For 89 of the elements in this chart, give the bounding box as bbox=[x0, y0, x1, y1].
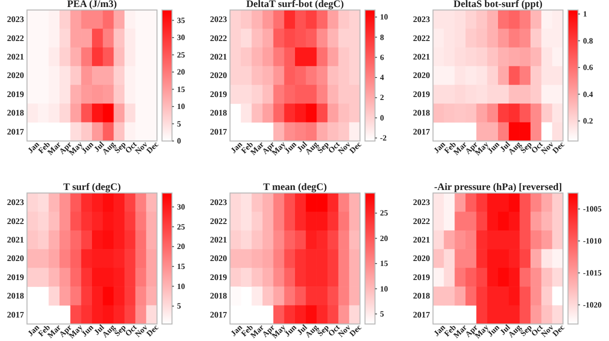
chart-title: T surf (degC) bbox=[63, 182, 121, 193]
color-bar-label: 10 bbox=[177, 102, 185, 112]
color-bar-label: 20 bbox=[380, 234, 388, 243]
color-bar-label: -1020 bbox=[583, 300, 602, 310]
color-bar-label: 15 bbox=[380, 259, 388, 268]
y-tick-label: 2022 bbox=[210, 216, 227, 226]
color-bar-label: 2 bbox=[380, 93, 384, 102]
color-bar-label: 30 bbox=[177, 202, 185, 212]
color-bar-label: -1005 bbox=[583, 204, 602, 214]
color-bar-label: 6 bbox=[380, 52, 384, 62]
color-bar-label: 5 bbox=[177, 119, 181, 128]
y-tick-label: 2023 bbox=[7, 197, 24, 208]
y-tick-label: 2019 bbox=[413, 88, 430, 99]
y-tick-label: 2017 bbox=[7, 309, 25, 320]
color-bar-label: -1010 bbox=[583, 236, 602, 246]
y-tick-label: 2018 bbox=[7, 290, 24, 301]
color-bar-label: 5 bbox=[177, 302, 181, 311]
y-tick-label: 2017 bbox=[210, 309, 228, 320]
y-tick-label: 2022 bbox=[210, 32, 227, 43]
y-tick-label: 2022 bbox=[7, 32, 24, 43]
y-tick-label: 2019 bbox=[7, 272, 24, 282]
y-tick-label: 2018 bbox=[210, 290, 227, 301]
y-tick-label: 2018 bbox=[7, 108, 24, 118]
color-bar-label: 0.6 bbox=[583, 63, 593, 72]
y-tick-label: 2017 bbox=[7, 126, 25, 136]
color-bar-label: 10 bbox=[380, 12, 388, 22]
y-tick-label: 2023 bbox=[210, 14, 227, 24]
y-tick-label: 2023 bbox=[413, 197, 430, 208]
color-bar-label: 1 bbox=[583, 10, 587, 19]
y-tick-label: 2021 bbox=[7, 52, 24, 62]
color-bar-label: 0 bbox=[177, 136, 181, 146]
color-bar-label: 10 bbox=[177, 282, 185, 291]
color-bar-label: 25 bbox=[177, 50, 185, 60]
y-tick-label: 2019 bbox=[7, 88, 24, 99]
y-tick-label: 2020 bbox=[7, 253, 24, 264]
color-bar-label: 0.4 bbox=[583, 90, 593, 99]
y-tick-label: 2021 bbox=[413, 52, 430, 62]
y-tick-label: 2020 bbox=[7, 70, 24, 80]
color-bar-label: 20 bbox=[177, 242, 185, 252]
y-tick-label: 2017 bbox=[413, 309, 431, 320]
color-bar-label: 5 bbox=[380, 309, 384, 318]
x-tick-label: Dec bbox=[144, 322, 161, 338]
y-tick-label: 2020 bbox=[413, 70, 430, 80]
y-tick-label: 2023 bbox=[7, 14, 24, 24]
chart-title: PEA (J/m3) bbox=[67, 0, 117, 10]
chart-title: DeltaS bot-surf (ppt) bbox=[454, 0, 542, 10]
x-tick-label: Dec bbox=[348, 322, 364, 338]
y-tick-label: 2019 bbox=[413, 272, 430, 282]
color-bar-label: 0 bbox=[380, 113, 384, 122]
color-bar-label: 15 bbox=[177, 84, 185, 94]
color-bar-label: 0.2 bbox=[583, 116, 593, 126]
y-tick-label: 2018 bbox=[210, 108, 227, 118]
y-tick-label: 2019 bbox=[210, 272, 227, 282]
y-tick-label: 2017 bbox=[413, 126, 431, 136]
y-tick-label: 2022 bbox=[7, 216, 24, 226]
color-bar-label: -1015 bbox=[583, 268, 602, 278]
y-tick-label: 2018 bbox=[413, 108, 430, 118]
y-tick-label: 2019 bbox=[210, 88, 227, 99]
y-tick-label: 2018 bbox=[413, 290, 430, 301]
y-tick-label: 2017 bbox=[210, 126, 228, 136]
y-tick-label: 2020 bbox=[210, 253, 227, 264]
y-tick-label: 2021 bbox=[210, 234, 227, 245]
x-tick-label: Dec bbox=[550, 140, 567, 156]
y-tick-label: 2021 bbox=[7, 234, 24, 245]
y-tick-label: 2023 bbox=[413, 14, 430, 24]
chart-title: T mean (degC) bbox=[263, 182, 327, 193]
y-tick-label: 2020 bbox=[413, 253, 430, 264]
color-bar-label: 25 bbox=[177, 222, 185, 232]
y-tick-label: 2021 bbox=[413, 234, 430, 245]
x-tick-label: Dec bbox=[348, 140, 364, 156]
color-bar-label: 35 bbox=[177, 16, 185, 25]
color-bar-label: -2 bbox=[380, 134, 387, 143]
y-tick-label: 2022 bbox=[413, 32, 430, 43]
color-bar-label: 30 bbox=[177, 33, 185, 42]
y-tick-label: 2023 bbox=[210, 197, 227, 208]
color-bar-label: 8 bbox=[380, 32, 384, 42]
chart-title: -Air pressure (hPa) [reversed] bbox=[434, 182, 562, 193]
y-tick-label: 2020 bbox=[210, 70, 227, 80]
y-tick-label: 2021 bbox=[210, 52, 227, 62]
x-tick-label: Dec bbox=[550, 322, 567, 338]
y-tick-label: 2022 bbox=[413, 216, 430, 226]
color-bar-label: 25 bbox=[380, 208, 388, 218]
color-bar-label: 20 bbox=[177, 68, 185, 77]
x-tick-label: Dec bbox=[144, 140, 161, 156]
color-bar-label: 10 bbox=[380, 284, 388, 294]
chart-title: DeltaT surf-bot (degC) bbox=[246, 0, 344, 10]
color-bar-label: 0.8 bbox=[583, 36, 593, 46]
color-bar-label: 15 bbox=[177, 262, 185, 271]
color-bar-label: 4 bbox=[380, 73, 384, 82]
